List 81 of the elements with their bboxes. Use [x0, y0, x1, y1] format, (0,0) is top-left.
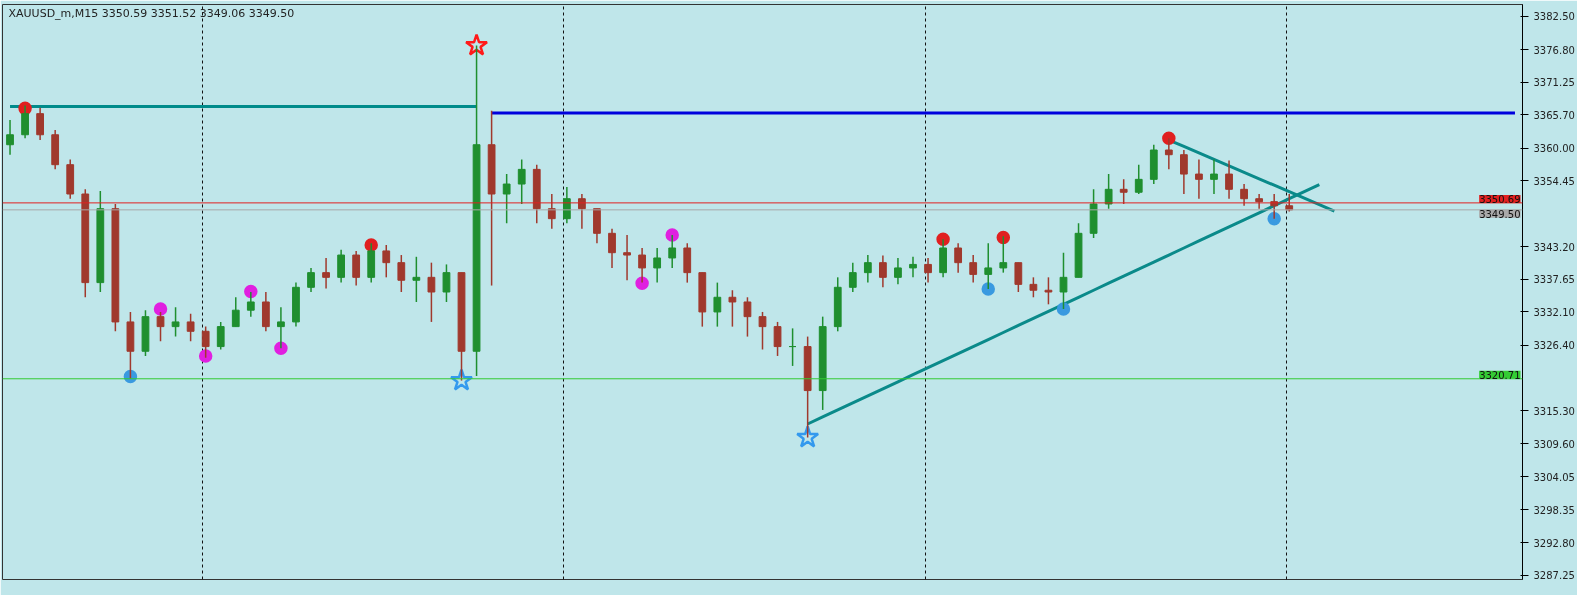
y-tick-label: 3371.25	[1533, 77, 1575, 89]
candlestick	[1134, 163, 1143, 195]
candlestick	[954, 242, 963, 274]
point	[996, 230, 1011, 245]
candlestick	[1195, 158, 1203, 200]
candlestick	[623, 234, 631, 282]
y-tick-label: 3332.10	[1533, 306, 1575, 318]
candlestick	[36, 107, 45, 141]
candlestick	[653, 247, 662, 284]
point	[449, 368, 474, 391]
y-tick-label: 3376.80	[1533, 44, 1575, 56]
candlestick	[352, 250, 361, 287]
candlestick	[879, 254, 887, 289]
candlestick	[156, 311, 165, 343]
candlestick	[277, 306, 285, 350]
y-tick-label: 3360.00	[1533, 143, 1575, 155]
candlestick	[1164, 137, 1173, 171]
candlestick	[442, 263, 451, 303]
candlestick	[999, 235, 1008, 274]
candlestick	[397, 254, 406, 293]
candlestick	[322, 257, 330, 290]
candlestick	[502, 173, 511, 225]
candlestick	[894, 257, 902, 286]
candlestick	[1210, 158, 1218, 195]
candlestick	[231, 296, 240, 328]
y-tick-label: 3287.25	[1533, 570, 1575, 582]
candlestick	[728, 289, 737, 328]
candlestick	[246, 291, 255, 318]
candlestick	[1240, 183, 1248, 207]
candlestick	[382, 244, 391, 279]
point	[153, 302, 168, 316]
candlestick	[848, 261, 857, 293]
candlestick	[412, 256, 421, 303]
y-tick-label: 3337.65	[1533, 274, 1575, 286]
ref-line-label: 3320.71	[1479, 369, 1521, 381]
candlestick	[638, 247, 646, 284]
y-tick-label: 3304.05	[1533, 471, 1575, 483]
y-tick-label: 3343.20	[1533, 241, 1575, 253]
candlestick	[1044, 276, 1053, 306]
candlestick	[1104, 173, 1113, 210]
y-tick-label: 3365.70	[1533, 109, 1575, 121]
candlestick	[201, 325, 210, 359]
y-tick-label: 3382.50	[1533, 11, 1575, 23]
candlestick	[924, 257, 932, 284]
candlestick	[1119, 178, 1128, 205]
ref-line-label: 3350.69	[1479, 193, 1521, 205]
candlestick	[773, 321, 782, 357]
y-tick-label: 3315.30	[1533, 405, 1575, 417]
y-tick-label: 3354.45	[1533, 175, 1575, 187]
candlestick	[1225, 159, 1233, 200]
candlestick	[969, 254, 978, 284]
candlestick	[608, 227, 616, 269]
candlestick	[1014, 261, 1023, 293]
candlestick	[863, 254, 872, 284]
ref-line-label: 3349.50	[1479, 208, 1521, 220]
candlestick	[984, 242, 993, 290]
point	[1056, 302, 1071, 316]
candlestick	[1029, 276, 1038, 299]
y-tick-label: 3292.80	[1533, 537, 1575, 549]
candlestick	[743, 296, 752, 338]
candlestick	[171, 306, 180, 338]
point	[795, 425, 820, 448]
candlestick	[307, 267, 315, 293]
candlestick	[668, 234, 677, 269]
candlestick	[758, 311, 767, 351]
y-tick-label: 3309.60	[1533, 438, 1575, 450]
candlestick	[337, 249, 345, 284]
chart-title: XAUUSD_m,M15 3350.59 3351.52 3349.06 3349.50	[8, 6, 295, 20]
candlestick	[1180, 149, 1188, 195]
candlestick	[427, 261, 436, 323]
candlestick	[1059, 251, 1068, 310]
point	[198, 349, 213, 363]
candlestick	[6, 119, 14, 156]
candlestick	[713, 281, 722, 328]
candlestick	[909, 256, 917, 279]
candlestick	[517, 158, 526, 205]
point	[464, 33, 489, 56]
y-tick-label: 3326.40	[1533, 340, 1575, 352]
y-tick-label: 3298.35	[1533, 504, 1575, 516]
candlestick	[186, 312, 195, 343]
candlestick	[216, 321, 225, 351]
